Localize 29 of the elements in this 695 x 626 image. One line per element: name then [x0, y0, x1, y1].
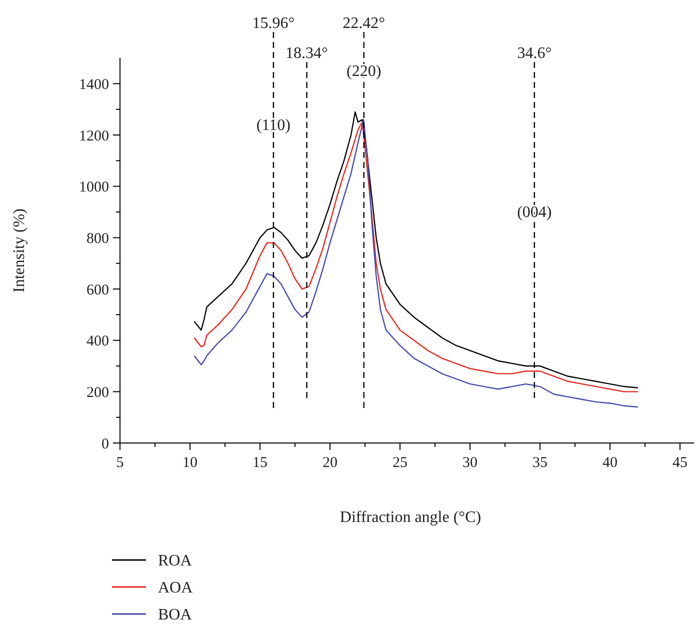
annotation: (220): [346, 62, 382, 80]
y-tick-label: 1000: [79, 180, 109, 196]
x-axis-title: Diffraction angle (°C): [340, 509, 482, 526]
x-tick-label: 5: [116, 455, 124, 471]
x-tick-label: 10: [182, 455, 198, 471]
annotation: (004): [517, 204, 552, 222]
x-tick-label: 25: [392, 455, 408, 471]
y-tick-label: 600: [86, 282, 109, 298]
ref-line-label: 18.34°: [286, 45, 328, 62]
legend-label: BOA: [158, 606, 192, 624]
y-tick-label: 400: [86, 334, 109, 350]
x-tick-label: 20: [322, 455, 338, 471]
y-tick-label: 1200: [79, 128, 109, 144]
x-tick-label: 15: [252, 455, 268, 471]
ref-line-label: 22.42°: [342, 15, 386, 32]
y-tick-label: 800: [86, 230, 109, 247]
ref-line-label: 34.6°: [517, 45, 552, 62]
ref-line-label: 15.96°: [252, 15, 295, 32]
y-axis-title: Intensity (%): [11, 208, 28, 292]
x-tick-label: 40: [602, 455, 618, 471]
x-tick-label: 35: [532, 455, 548, 471]
y-tick-label: 1400: [79, 76, 109, 93]
legend-label: AOA: [158, 580, 194, 597]
legend-label: ROA: [158, 552, 192, 570]
y-tick-label: 200: [86, 384, 109, 401]
y-tick-label: 0: [102, 436, 109, 452]
annotation: (110): [256, 116, 290, 134]
x-tick-label: 45: [672, 455, 688, 471]
x-tick-label: 30: [462, 455, 478, 471]
